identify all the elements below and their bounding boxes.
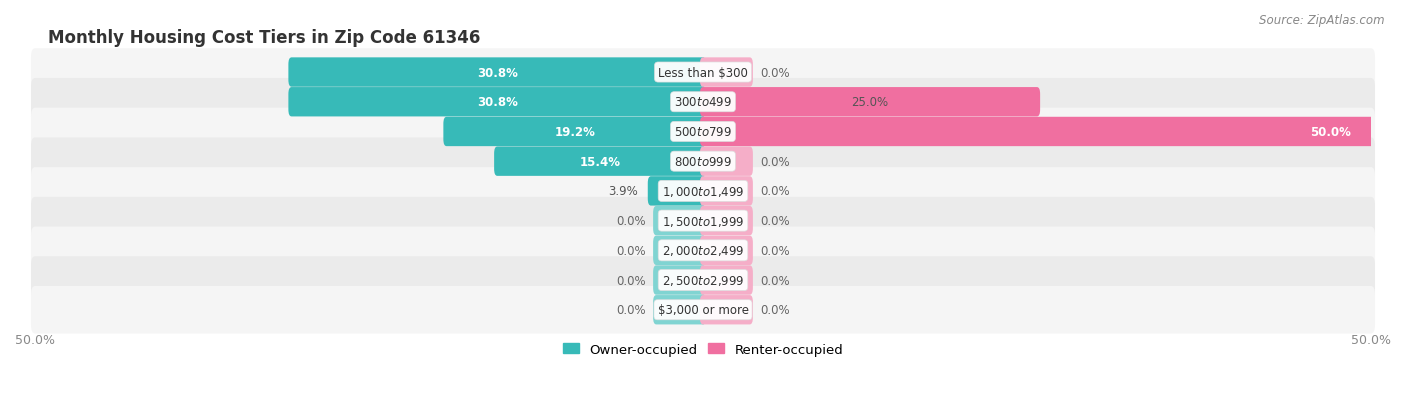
Text: 0.0%: 0.0% [761, 274, 790, 287]
FancyBboxPatch shape [31, 168, 1375, 215]
FancyBboxPatch shape [700, 117, 1374, 147]
Text: 19.2%: 19.2% [554, 126, 595, 139]
FancyBboxPatch shape [288, 58, 706, 88]
Text: 15.4%: 15.4% [579, 155, 620, 168]
FancyBboxPatch shape [31, 227, 1375, 274]
FancyBboxPatch shape [31, 109, 1375, 156]
FancyBboxPatch shape [700, 58, 752, 88]
FancyBboxPatch shape [648, 177, 706, 206]
FancyBboxPatch shape [654, 266, 706, 295]
Text: $2,500 to $2,999: $2,500 to $2,999 [662, 273, 744, 287]
FancyBboxPatch shape [700, 295, 752, 325]
FancyBboxPatch shape [700, 147, 752, 176]
Legend: Owner-occupied, Renter-occupied: Owner-occupied, Renter-occupied [558, 337, 848, 361]
FancyBboxPatch shape [700, 206, 752, 236]
FancyBboxPatch shape [700, 236, 752, 266]
Text: Monthly Housing Cost Tiers in Zip Code 61346: Monthly Housing Cost Tiers in Zip Code 6… [48, 29, 481, 47]
Text: 0.0%: 0.0% [616, 244, 645, 257]
FancyBboxPatch shape [443, 117, 706, 147]
Text: 0.0%: 0.0% [761, 304, 790, 316]
FancyBboxPatch shape [31, 286, 1375, 334]
FancyBboxPatch shape [494, 147, 706, 176]
Text: 0.0%: 0.0% [616, 215, 645, 228]
FancyBboxPatch shape [654, 295, 706, 325]
Text: 0.0%: 0.0% [616, 304, 645, 316]
FancyBboxPatch shape [31, 79, 1375, 126]
FancyBboxPatch shape [31, 256, 1375, 304]
Text: 0.0%: 0.0% [761, 185, 790, 198]
Text: Less than $300: Less than $300 [658, 66, 748, 79]
Text: 30.8%: 30.8% [477, 66, 517, 79]
FancyBboxPatch shape [700, 88, 1040, 117]
FancyBboxPatch shape [31, 138, 1375, 185]
Text: $300 to $499: $300 to $499 [673, 96, 733, 109]
FancyBboxPatch shape [654, 236, 706, 266]
Text: $1,000 to $1,499: $1,000 to $1,499 [662, 185, 744, 198]
Text: 30.8%: 30.8% [477, 96, 517, 109]
Text: 0.0%: 0.0% [761, 215, 790, 228]
Text: 0.0%: 0.0% [616, 274, 645, 287]
Text: 0.0%: 0.0% [761, 66, 790, 79]
Text: $2,000 to $2,499: $2,000 to $2,499 [662, 244, 744, 258]
Text: $3,000 or more: $3,000 or more [658, 304, 748, 316]
Text: 25.0%: 25.0% [852, 96, 889, 109]
Text: 0.0%: 0.0% [761, 244, 790, 257]
Text: $1,500 to $1,999: $1,500 to $1,999 [662, 214, 744, 228]
Text: 3.9%: 3.9% [607, 185, 637, 198]
Text: 0.0%: 0.0% [761, 155, 790, 168]
FancyBboxPatch shape [31, 197, 1375, 245]
FancyBboxPatch shape [288, 88, 706, 117]
FancyBboxPatch shape [654, 206, 706, 236]
Text: 50.0%: 50.0% [1310, 126, 1351, 139]
FancyBboxPatch shape [31, 49, 1375, 97]
FancyBboxPatch shape [700, 177, 752, 206]
Text: Source: ZipAtlas.com: Source: ZipAtlas.com [1260, 14, 1385, 27]
FancyBboxPatch shape [700, 266, 752, 295]
Text: $500 to $799: $500 to $799 [673, 126, 733, 139]
Text: $800 to $999: $800 to $999 [673, 155, 733, 168]
